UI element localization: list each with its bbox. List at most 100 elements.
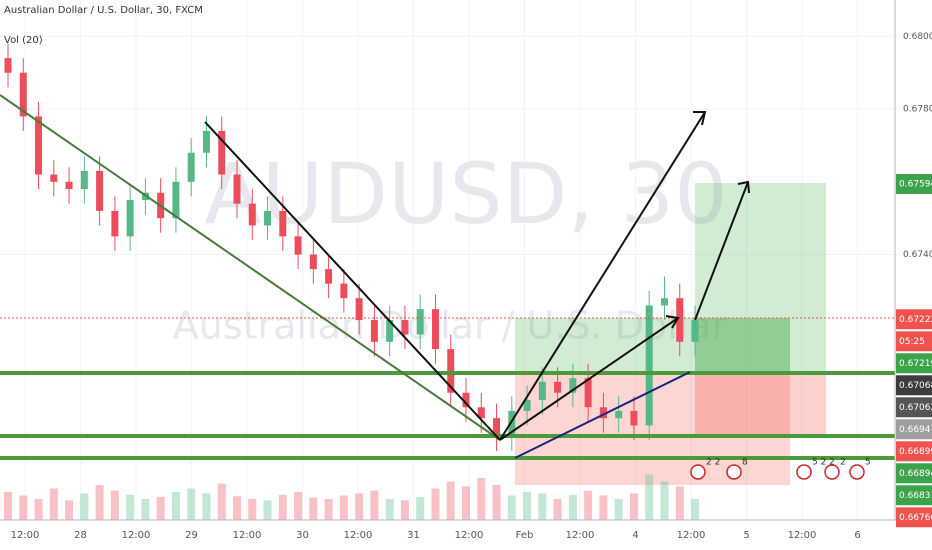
price-badge: [896, 375, 932, 396]
volume-bar: [248, 499, 257, 520]
candle-body: [4, 58, 12, 73]
volume-bar: [538, 493, 547, 520]
volume-bar: [324, 499, 333, 520]
candle-body: [538, 381, 546, 400]
candle-body: [233, 174, 241, 204]
x-tick-label: 12:00: [122, 530, 151, 541]
x-tick-label: 6: [854, 530, 860, 541]
candle-body: [416, 309, 424, 335]
price-badge: [896, 419, 932, 440]
x-tick-label: 30: [296, 530, 309, 541]
price-badge-label: 0.66947: [899, 425, 932, 435]
price-badge-label: 0.67068: [899, 381, 932, 391]
candle-body: [80, 170, 88, 190]
event-label: 2: [840, 458, 846, 468]
candle-body: [111, 210, 119, 237]
price-badge: [896, 309, 932, 330]
candle-body: [523, 400, 531, 411]
volume-bar: [233, 496, 241, 520]
candle-body: [645, 305, 653, 426]
x-tick-label: 31: [407, 530, 420, 541]
event-icon: [849, 464, 865, 480]
candle-body: [554, 381, 562, 393]
volume-bar: [294, 492, 303, 520]
candle-body: [340, 283, 348, 299]
volume-bar: [675, 486, 684, 520]
x-tick-label: 12:00: [788, 530, 817, 541]
candle-body: [218, 130, 226, 175]
price-badge-label: 0.67594: [899, 180, 932, 190]
x-tick-label: 12:00: [233, 530, 262, 541]
arrow-head: [737, 180, 750, 194]
event-label: 8: [742, 458, 748, 468]
event-label: 2 2: [706, 458, 720, 468]
candle-body: [264, 210, 272, 226]
price-badge-label: 0.66899: [899, 447, 932, 457]
volume-bar: [4, 492, 12, 520]
grid: [0, 0, 895, 520]
volume-bar: [614, 499, 623, 520]
stop-zone: [695, 373, 826, 436]
x-tick-label: 4: [632, 530, 638, 541]
arrow-head: [665, 315, 680, 329]
price-badge-label: 0.67219: [899, 359, 932, 369]
candle-body: [309, 254, 317, 270]
candle-body: [401, 320, 409, 335]
target-zone: [695, 318, 790, 373]
event-icon: [796, 464, 812, 480]
event-icon: [726, 464, 742, 480]
candle-body: [569, 378, 577, 393]
volume-bar: [187, 488, 196, 520]
volume-bar: [462, 486, 470, 520]
event-icon: [824, 464, 840, 480]
volume-bar: [19, 495, 28, 520]
volume-bar: [416, 496, 425, 520]
volume-bar: [80, 493, 89, 520]
price-badge-label: 0.67062: [899, 403, 932, 413]
candle-body: [477, 407, 485, 419]
price-badge: [896, 174, 932, 194]
volume-bar: [370, 490, 379, 520]
event-label: 5 2 2: [812, 458, 835, 468]
volume-bar: [309, 497, 318, 520]
volume-bar: [492, 485, 501, 520]
volume-bar: [477, 478, 486, 520]
candle-body: [599, 407, 607, 419]
volume-bar: [385, 499, 394, 520]
candle-body: [584, 378, 592, 408]
price-badge-label: 0.67222: [899, 315, 932, 325]
volume-bar: [34, 499, 43, 520]
indicator-label: Vol (20): [4, 35, 43, 46]
volume-bar: [171, 492, 180, 520]
volume-bar: [446, 481, 455, 520]
price-badge: [896, 507, 932, 528]
candle-body: [676, 298, 684, 342]
watermark-name: Australian Dollar / U.S. Dollar: [173, 304, 728, 348]
chart-title: Australian Dollar / U.S. Dollar, 30, FXC…: [4, 5, 203, 16]
candle-body: [202, 130, 210, 153]
price-badge: [896, 397, 932, 418]
volume-bar: [339, 495, 348, 520]
candle-body: [96, 170, 104, 211]
price-badge-label: 0.66760: [899, 513, 932, 523]
candle-body: [35, 116, 43, 175]
candle-body: [294, 236, 302, 255]
volume-bar: [629, 493, 638, 520]
candle-body: [431, 309, 439, 350]
volume-bar: [599, 495, 608, 520]
axes: 0.674000.678000.6800012:002812:002912:00…: [11, 32, 932, 541]
volume-bar: [49, 488, 58, 520]
candle-body: [508, 410, 516, 437]
candle-body: [50, 174, 58, 182]
candle-body: [660, 298, 668, 306]
volume-bar: [507, 495, 516, 520]
volume-bar: [523, 492, 532, 520]
events: 2 2 8 5 2 2 2 5: [690, 458, 871, 480]
event-label: 5: [865, 458, 871, 468]
volume-bar: [553, 499, 562, 520]
volume-bar: [156, 496, 165, 520]
watermark-symbol: AUDUSD, 30: [204, 145, 727, 243]
volume-bar: [110, 490, 119, 520]
volume-bar: [126, 494, 135, 520]
